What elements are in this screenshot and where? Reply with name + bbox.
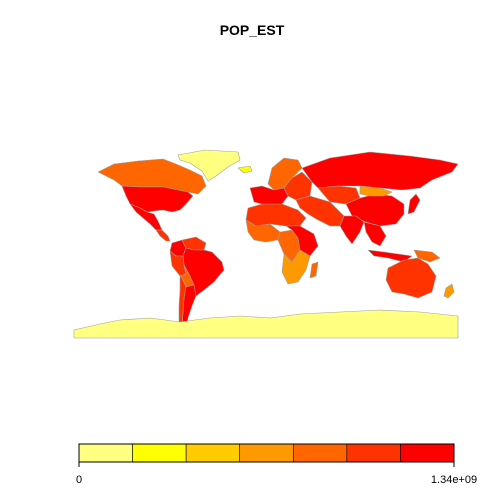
legend-bin-2	[132, 443, 187, 463]
map-title: POP_EST	[219, 22, 285, 38]
region-indonesia	[367, 249, 413, 263]
region-russia	[301, 151, 459, 191]
region-antarctica	[73, 309, 459, 339]
region-india	[339, 215, 365, 245]
region-eastern-europe	[283, 171, 313, 201]
region-southern-africa	[281, 249, 311, 285]
region-japan	[407, 193, 421, 215]
region-mongolia	[359, 185, 393, 197]
legend-bin-1	[78, 443, 133, 463]
legend-bin-4	[239, 443, 294, 463]
legend-bin-6	[346, 443, 401, 463]
legend-bin-3	[185, 443, 241, 463]
color-legend: 0 1.34e+09	[76, 443, 477, 486]
region-north-africa	[245, 203, 307, 227]
legend-min-label: 0	[76, 474, 82, 486]
region-western-europe	[249, 185, 289, 207]
region-iceland	[237, 165, 253, 174]
region-chile	[178, 275, 187, 327]
region-middle-east	[295, 195, 345, 227]
region-papua-new-guinea	[413, 249, 441, 263]
legend-bin-5	[292, 443, 348, 463]
region-southeast-asia	[363, 221, 387, 247]
region-madagascar	[309, 261, 319, 279]
legend-bin-7	[400, 443, 455, 463]
legend-max-label: 1.34e+09	[431, 474, 477, 486]
region-australia	[385, 257, 437, 299]
legend-frame	[78, 443, 455, 463]
region-central-america	[155, 229, 171, 242]
region-new-zealand	[443, 283, 455, 299]
region-greenland	[177, 149, 241, 182]
